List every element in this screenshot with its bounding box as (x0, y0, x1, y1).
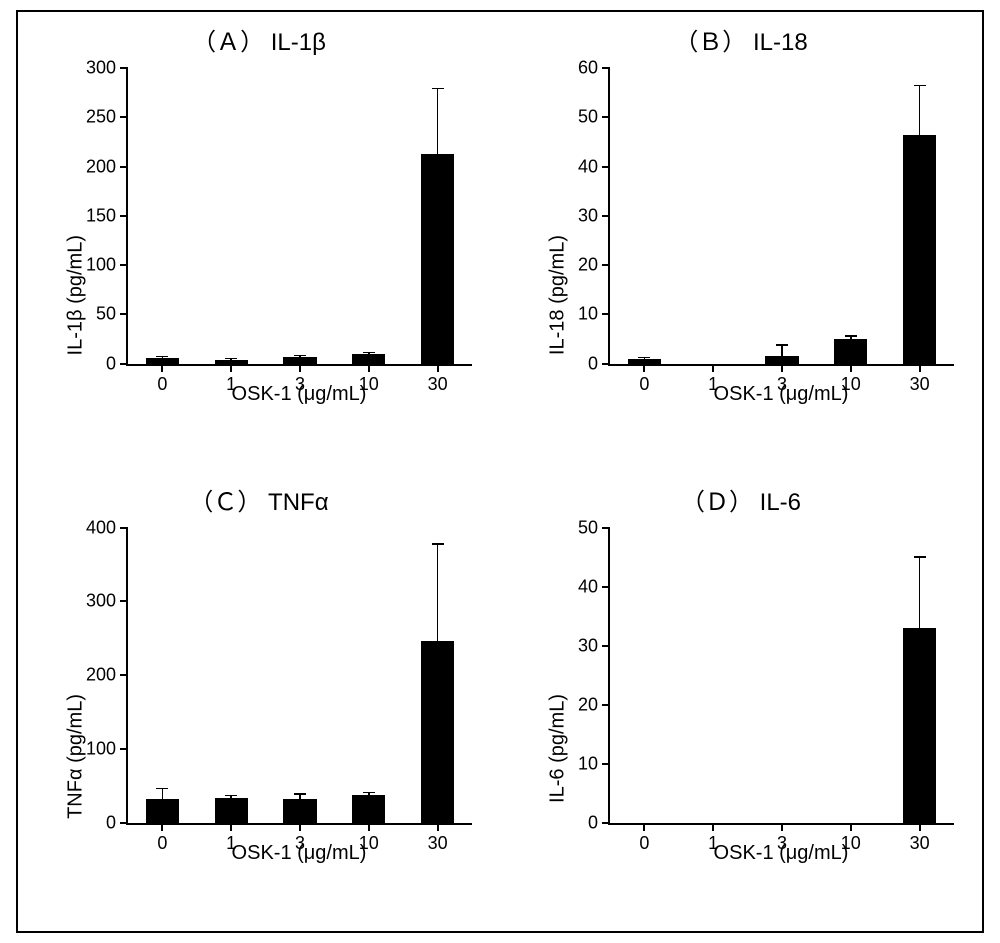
figure-frame: （Ａ） IL-1βIL-1β (pg/mL)050100150200250300… (16, 10, 984, 933)
plot-wrap: IL-18 (pg/mL)01020304050600131030OSK-1 (… (560, 68, 954, 402)
error-bar (437, 544, 439, 641)
error-cap (225, 795, 237, 797)
figure-canvas: （Ａ） IL-1βIL-1β (pg/mL)050100150200250300… (0, 0, 1000, 943)
y-axis-label: IL-1β (pg/mL) (65, 235, 88, 355)
error-cap (294, 355, 306, 357)
error-bar (781, 345, 783, 356)
bar (352, 795, 385, 823)
y-axis-label: TNFα (pg/mL) (65, 694, 88, 819)
error-cap (776, 344, 788, 346)
y-tick-label: 100 (86, 739, 128, 760)
panel-grid: （Ａ） IL-1βIL-1β (pg/mL)050100150200250300… (18, 12, 982, 931)
y-axis-label: IL-6 (pg/mL) (547, 694, 570, 803)
bar (146, 358, 179, 364)
y-tick-label: 30 (578, 635, 610, 656)
y-tick-label: 200 (86, 665, 128, 686)
error-cap (432, 88, 444, 90)
panel-C: （Ｃ） TNFα TNFα (pg/mL) 01002003004000131030… (18, 472, 500, 932)
y-tick-label: 20 (578, 255, 610, 276)
error-cap (294, 793, 306, 795)
panel-title: （Ｂ） IL-18 (500, 22, 982, 57)
error-cap (363, 352, 375, 354)
bar (421, 154, 454, 364)
bar (903, 628, 936, 823)
bar (628, 359, 661, 363)
panel-B: （Ｂ） IL-18 IL-18 (pg/mL) 010203040506001310… (500, 12, 982, 472)
y-axis-label: IL-18 (pg/mL) (547, 235, 570, 355)
plot-area: 01020304050600131030 (608, 68, 954, 366)
error-cap (156, 788, 168, 790)
x-axis-label: OSK-1 (μg/mL) (608, 842, 954, 865)
panel-A: （Ａ） IL-1βIL-1β (pg/mL)050100150200250300… (18, 12, 500, 472)
y-tick-label: 40 (578, 156, 610, 177)
plot-area: 01002003004000131030 (126, 528, 472, 826)
y-tick-label: 50 (578, 107, 610, 128)
plot-area: 0501001502002503000131030 (126, 68, 472, 366)
error-cap (432, 543, 444, 545)
y-tick-label: 50 (96, 304, 128, 325)
y-tick-label: 0 (106, 353, 128, 374)
bar (903, 135, 936, 364)
plot-wrap: IL-1β (pg/mL)0501001502002503000131030OS… (78, 68, 472, 402)
y-tick-label: 400 (86, 517, 128, 538)
plot-wrap: IL-6 (pg/mL)010203040500131030OSK-1 (μg/… (560, 528, 954, 862)
error-cap (363, 792, 375, 794)
y-tick-label: 60 (578, 58, 610, 79)
panel-title: （Ａ） IL-1β (18, 22, 500, 57)
bar (283, 357, 316, 364)
y-tick-label: 40 (578, 576, 610, 597)
plot-wrap: TNFα (pg/mL)01002003004000131030OSK-1 (μ… (78, 528, 472, 862)
bar (421, 641, 454, 823)
error-bar (162, 788, 164, 798)
error-cap (156, 356, 168, 358)
error-cap (914, 85, 926, 87)
error-bar (919, 85, 921, 134)
x-axis-label: OSK-1 (μg/mL) (126, 383, 472, 406)
bar (834, 339, 867, 364)
bar (215, 798, 248, 823)
bar (352, 354, 385, 364)
y-tick-label: 0 (106, 813, 128, 834)
y-tick-label: 200 (86, 156, 128, 177)
y-tick-label: 100 (86, 255, 128, 276)
error-cap (225, 358, 237, 360)
y-tick-label: 300 (86, 591, 128, 612)
y-tick-label: 0 (588, 353, 610, 374)
plot-area: 010203040500131030 (608, 528, 954, 826)
y-tick-label: 10 (578, 304, 610, 325)
y-tick-label: 20 (578, 694, 610, 715)
bar (283, 799, 316, 823)
error-cap (914, 556, 926, 558)
bar (765, 356, 798, 364)
error-bar (919, 557, 921, 628)
y-tick-label: 250 (86, 107, 128, 128)
y-tick-label: 50 (578, 517, 610, 538)
y-tick-label: 0 (588, 813, 610, 834)
y-tick-label: 10 (578, 753, 610, 774)
panel-title: （Ｃ） TNFα (18, 482, 500, 517)
y-tick-label: 300 (86, 58, 128, 79)
x-axis-label: OSK-1 (μg/mL) (608, 383, 954, 406)
panel-D: （Ｄ） IL-6 IL-6 (pg/mL) 010203040500131030 OS… (500, 472, 982, 932)
error-cap (845, 335, 857, 337)
y-tick-label: 30 (578, 205, 610, 226)
panel-title: （Ｄ） IL-6 (500, 482, 982, 517)
error-cap (638, 357, 650, 359)
y-tick-label: 150 (86, 205, 128, 226)
x-axis-label: OSK-1 (μg/mL) (126, 842, 472, 865)
bar (146, 799, 179, 823)
error-bar (437, 89, 439, 154)
bar (215, 360, 248, 364)
